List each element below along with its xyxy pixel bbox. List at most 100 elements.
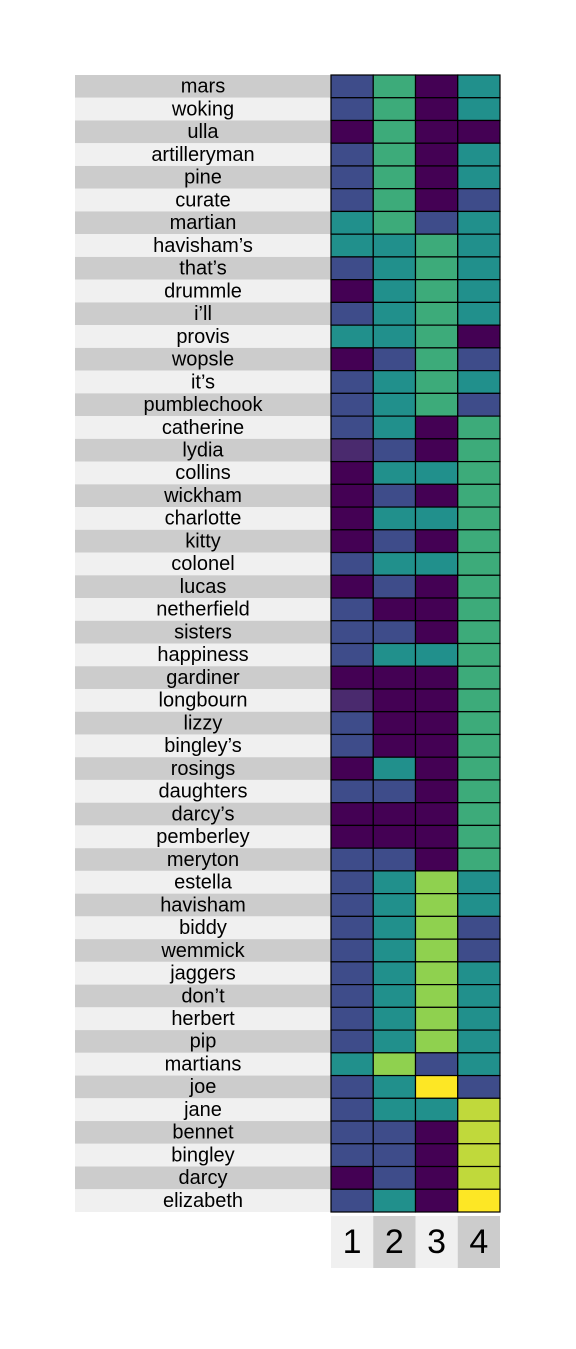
heatmap-cell [457,1143,501,1168]
heatmap-cell [372,779,417,804]
heatmap-cell [372,460,417,485]
heatmap-cell [414,1188,459,1213]
heatmap-cell [372,97,417,122]
row-label: martians [165,1053,242,1075]
heatmap-cell [330,324,374,349]
row-band [75,370,331,394]
row-band [75,393,331,417]
row-label: wopsle [171,349,234,371]
heatmap-cell [330,802,374,827]
heatmap-cell [457,256,501,281]
heatmap-cell [330,1052,374,1077]
heatmap-cell [457,1074,501,1099]
heatmap-cell [457,165,501,190]
row-label: pemberley [156,826,249,848]
heatmap-cell [330,642,374,667]
heatmap-cell [414,210,459,235]
heatmap-cell [457,1029,501,1054]
heatmap-cell [372,1165,417,1190]
row-band [75,529,331,553]
row-band [75,643,331,667]
heatmap-cell [330,1006,374,1031]
heatmap-cell [414,642,459,667]
row-label: biddy [179,917,227,939]
column-band [415,1216,458,1268]
row-label: jane [183,1099,222,1121]
heatmap-cells [330,74,501,1213]
heatmap-cell [330,438,374,463]
row-label: joe [189,1076,217,1098]
heatmap-cell [414,938,459,963]
heatmap-cell [457,961,501,986]
heatmap-cell [330,529,374,554]
heatmap-cell [457,188,501,213]
heatmap-cell [457,74,501,99]
row-band [75,234,331,257]
heatmap-cell [372,711,417,736]
heatmap-cell [414,665,459,690]
heatmap-cell [372,279,417,304]
row-label: daughters [159,781,248,803]
column-label: 1 [343,1223,362,1261]
row-band [75,461,331,485]
heatmap-cell [372,392,417,417]
heatmap-cell [457,983,501,1008]
heatmap-cell [330,279,374,304]
row-band [75,325,331,348]
heatmap-cell [372,756,417,781]
heatmap-cell [372,802,417,827]
heatmap-cell [330,210,374,235]
heatmap-cell [330,1097,374,1122]
column-bands [331,1216,500,1268]
heatmap-cell [330,301,374,326]
heatmap-cell [330,392,374,417]
heatmap-cell [372,370,417,394]
heatmap-cell [330,665,374,690]
heatmap-cell [330,506,374,531]
heatmap-cell [457,347,501,372]
heatmap-cell [372,347,417,372]
heatmap-cell [414,347,459,372]
row-label: havisham [160,894,246,916]
heatmap-cell [372,233,417,258]
heatmap-cell [414,983,459,1008]
row-label: lydia [182,439,224,461]
heatmap-cell [457,779,501,804]
heatmap-cell [457,1006,501,1031]
row-band [75,1121,331,1144]
row-label: it’s [191,371,215,393]
heatmap-cell [330,233,374,258]
heatmap-cell [414,188,459,213]
heatmap-cell [372,597,417,622]
row-band [75,211,331,235]
row-band [75,120,331,144]
heatmap-cell [457,119,501,144]
heatmap-cell [372,1074,417,1099]
row-label: gardiner [166,667,240,689]
heatmap-cell [457,1120,501,1145]
row-label: meryton [167,849,239,871]
row-band [75,779,331,803]
column-label: 3 [427,1223,446,1261]
heatmap-cell [330,1143,374,1168]
row-label: herbert [171,1008,235,1030]
heatmap-cell [414,301,459,326]
heatmap-cell [457,733,501,758]
row-label: curate [175,189,231,211]
row-label: bingley [171,1144,234,1166]
column-band [331,1216,374,1268]
heatmap-cell [372,301,417,326]
row-band [75,734,331,758]
row-band [75,552,331,576]
heatmap-cell [414,824,459,849]
heatmap-cell [372,824,417,849]
heatmap-cell [330,483,374,508]
heatmap-cell [414,847,459,872]
heatmap-cell [372,188,417,213]
row-label: pine [184,167,222,189]
heatmap-cell [414,1052,459,1077]
heatmap-cell [414,324,459,349]
row-label: collins [175,462,231,484]
heatmap-cell [414,802,459,827]
